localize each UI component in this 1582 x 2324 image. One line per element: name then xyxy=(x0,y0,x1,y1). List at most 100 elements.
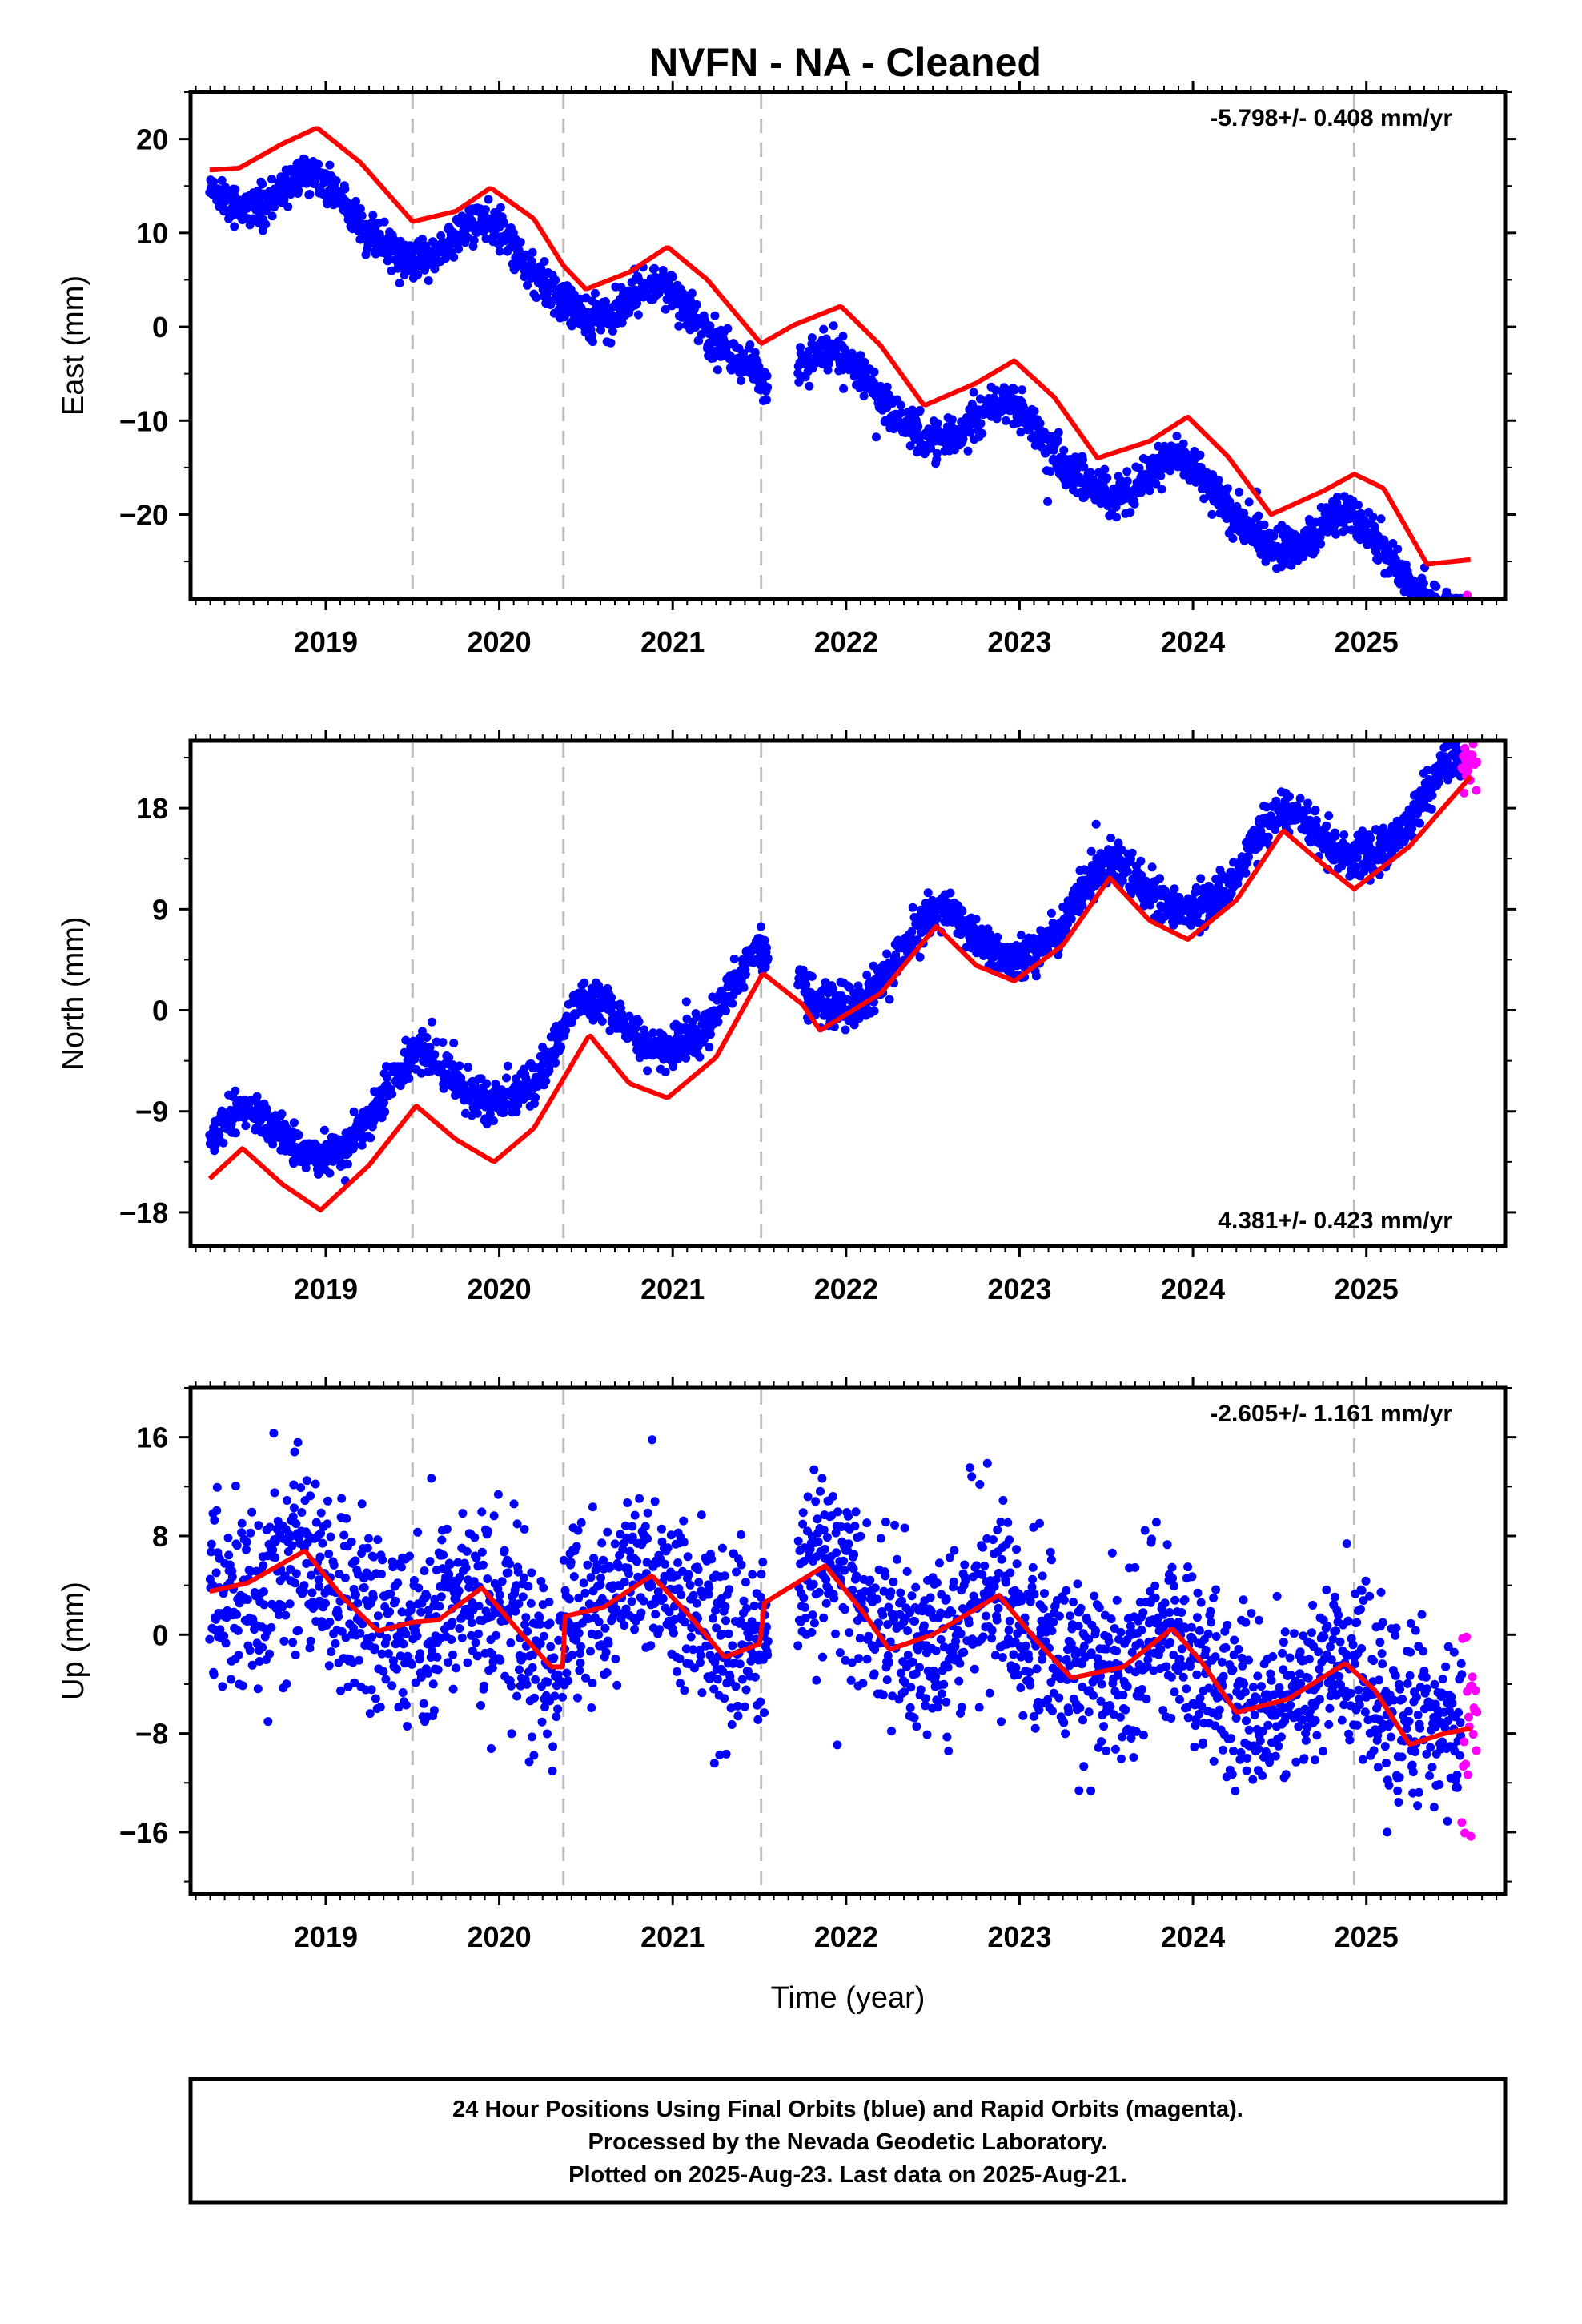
final-orbit-point xyxy=(1358,826,1367,836)
final-orbit-point xyxy=(1016,931,1026,940)
final-orbit-point xyxy=(661,304,670,314)
x-tick-label: 2023 xyxy=(987,1273,1051,1305)
final-orbit-point xyxy=(268,1140,278,1149)
final-orbit-point xyxy=(1157,485,1166,494)
final-orbit-point xyxy=(258,179,267,189)
final-orbit-point xyxy=(1368,512,1378,521)
y-axis-label: East (mm) xyxy=(57,275,90,416)
final-orbit-point xyxy=(1096,499,1106,509)
final-orbit-point xyxy=(681,1053,691,1063)
x-tick-label: 2019 xyxy=(294,625,358,658)
final-orbit-point xyxy=(885,995,894,1004)
final-orbit-point xyxy=(1254,511,1263,521)
final-orbit-point xyxy=(692,300,701,309)
final-orbit-point xyxy=(856,351,865,360)
final-orbit-point xyxy=(454,244,464,254)
final-orbit-point xyxy=(838,332,848,341)
final-orbit-point xyxy=(1031,971,1041,981)
final-orbit-point xyxy=(762,943,771,952)
final-orbit-point xyxy=(355,204,365,214)
x-tick-label: 2020 xyxy=(468,625,532,658)
final-orbit-point xyxy=(469,235,479,245)
final-orbit-point xyxy=(496,203,505,212)
final-orbit-point xyxy=(464,1096,474,1105)
final-orbit-point xyxy=(1018,385,1027,395)
model-fit-curve xyxy=(209,126,1471,567)
rapid-orbit-point xyxy=(1472,758,1482,767)
final-orbit-point xyxy=(479,227,488,236)
final-orbit-point xyxy=(231,1128,240,1138)
final-orbit-point xyxy=(1228,533,1238,543)
final-orbit-point xyxy=(1086,468,1095,477)
final-orbit-point xyxy=(314,159,323,169)
final-orbit-point xyxy=(947,415,957,424)
final-orbit-point xyxy=(551,1058,560,1068)
final-orbit-point xyxy=(1054,428,1063,437)
x-tick-label: 2019 xyxy=(294,1273,358,1305)
final-orbit-point xyxy=(681,997,691,1007)
final-orbit-point xyxy=(1311,816,1321,825)
y-tick-label: −20 xyxy=(119,499,168,532)
final-orbit-point xyxy=(1370,521,1379,531)
east-panel: 2019 2020 2021 2022 2023 2024 2025−20−1001020E… xyxy=(57,81,1516,658)
final-orbit-point xyxy=(331,176,341,186)
final-orbit-point xyxy=(580,978,589,987)
final-orbit-point xyxy=(915,406,925,415)
final-orbit-point xyxy=(548,283,558,293)
final-orbit-point xyxy=(495,247,504,256)
final-orbit-point xyxy=(383,1073,392,1083)
final-orbit-point xyxy=(1285,792,1294,801)
final-orbit-point xyxy=(651,272,661,282)
final-orbit-point xyxy=(1331,831,1340,841)
final-orbit-point xyxy=(1311,806,1320,815)
y-tick-label: 10 xyxy=(136,217,168,250)
final-orbit-point xyxy=(721,1006,730,1015)
final-orbit-point xyxy=(1010,385,1020,395)
x-tick-label: 2021 xyxy=(640,625,705,658)
chart-title: NVFN - NA - Cleaned xyxy=(649,40,1042,85)
final-orbit-point xyxy=(1227,888,1236,898)
final-orbit-point xyxy=(590,288,600,298)
final-orbit-point xyxy=(387,1089,397,1099)
final-orbit-point xyxy=(516,238,525,247)
final-orbit-point xyxy=(294,186,303,195)
final-orbit-point xyxy=(932,914,942,923)
final-orbit-point xyxy=(926,444,936,453)
final-orbit-point xyxy=(368,211,378,220)
final-orbit-point xyxy=(424,276,433,285)
final-orbit-point xyxy=(1091,819,1101,829)
velocity-rate-label: -5.798+/- 0.408 mm/yr xyxy=(1210,105,1452,131)
final-orbit-point xyxy=(1214,476,1223,485)
final-orbit-point xyxy=(1169,920,1178,930)
final-orbit-point xyxy=(1303,798,1313,808)
final-orbit-point xyxy=(230,222,239,231)
final-orbit-point xyxy=(325,1168,335,1178)
final-orbit-point xyxy=(640,1025,648,1035)
final-orbit-point xyxy=(567,1018,576,1027)
final-orbit-point xyxy=(231,185,240,194)
final-orbit-point xyxy=(1147,862,1157,872)
final-orbit-point xyxy=(805,381,814,391)
final-orbit-point xyxy=(1354,501,1363,509)
final-orbit-point xyxy=(416,1068,426,1078)
final-orbit-point xyxy=(482,1079,492,1088)
final-orbit-point xyxy=(872,432,881,442)
final-orbit-point xyxy=(661,1068,670,1076)
plot-frame xyxy=(188,738,1508,1248)
final-orbit-point xyxy=(634,275,644,285)
rapid-orbit-point xyxy=(1472,786,1481,795)
final-orbit-point xyxy=(632,299,642,308)
rapid-orbit-point xyxy=(1463,590,1472,599)
final-orbit-point xyxy=(209,177,219,187)
final-orbit-point xyxy=(720,999,729,1008)
final-orbit-point xyxy=(723,324,733,333)
y-tick-label: −10 xyxy=(119,404,168,437)
final-orbit-point xyxy=(1136,856,1146,866)
final-orbit-point xyxy=(366,1133,375,1143)
final-orbit-point xyxy=(913,422,923,432)
final-orbit-point xyxy=(1030,406,1039,416)
final-orbit-point xyxy=(750,348,760,357)
final-orbit-point xyxy=(745,340,755,349)
